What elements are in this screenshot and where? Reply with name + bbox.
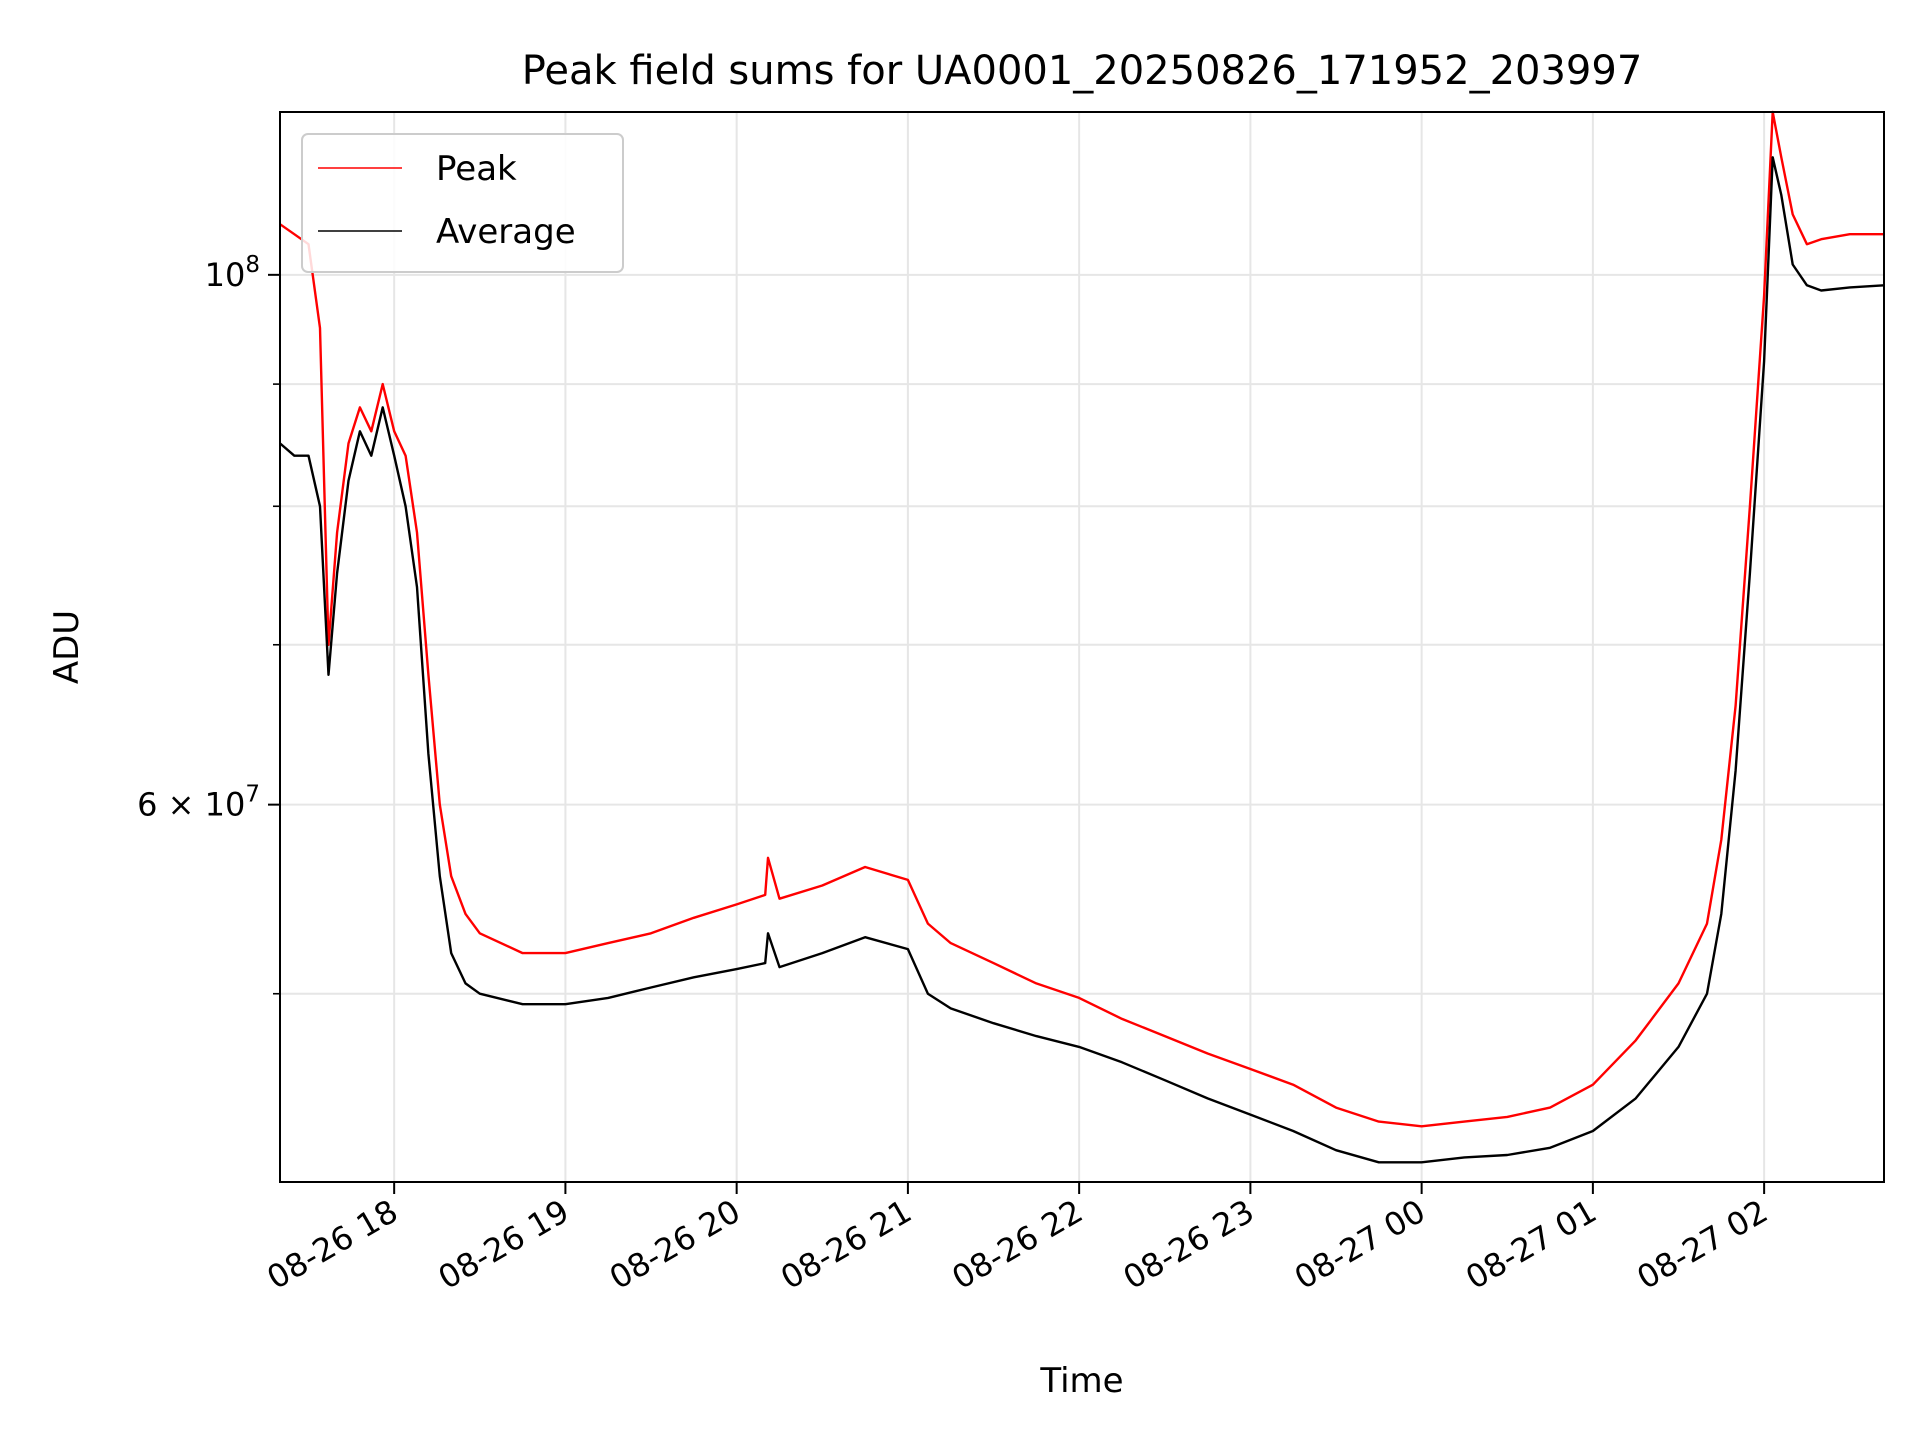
legend: Peak Average — [301, 133, 624, 273]
y-tick-label-exponent: 7 — [245, 782, 260, 808]
x-axis-label: Time — [1039, 1361, 1123, 1401]
y-tick-label-base: 6 × 10 — [137, 786, 245, 824]
y-axis-ticks: 108 6 × 107 — [137, 252, 280, 995]
legend-label-peak: Peak — [436, 149, 517, 189]
y-axis-label: ADU — [47, 610, 87, 684]
y-tick-label: 6 × 107 — [137, 782, 260, 824]
plot-frame — [279, 111, 1885, 1183]
plot-lines — [279, 110, 1885, 1164]
y-tick-label: 108 — [205, 252, 260, 294]
chart-title: Peak field sums for UA0001_20250826_1719… — [522, 48, 1643, 94]
y-tick-label-base: 10 — [205, 256, 246, 294]
series-line-average — [279, 156, 1885, 1164]
y-tick-label-exponent: 8 — [245, 252, 260, 278]
grid — [280, 112, 1884, 1182]
legend-label-average: Average — [436, 212, 576, 252]
series-line-peak — [279, 110, 1884, 1128]
